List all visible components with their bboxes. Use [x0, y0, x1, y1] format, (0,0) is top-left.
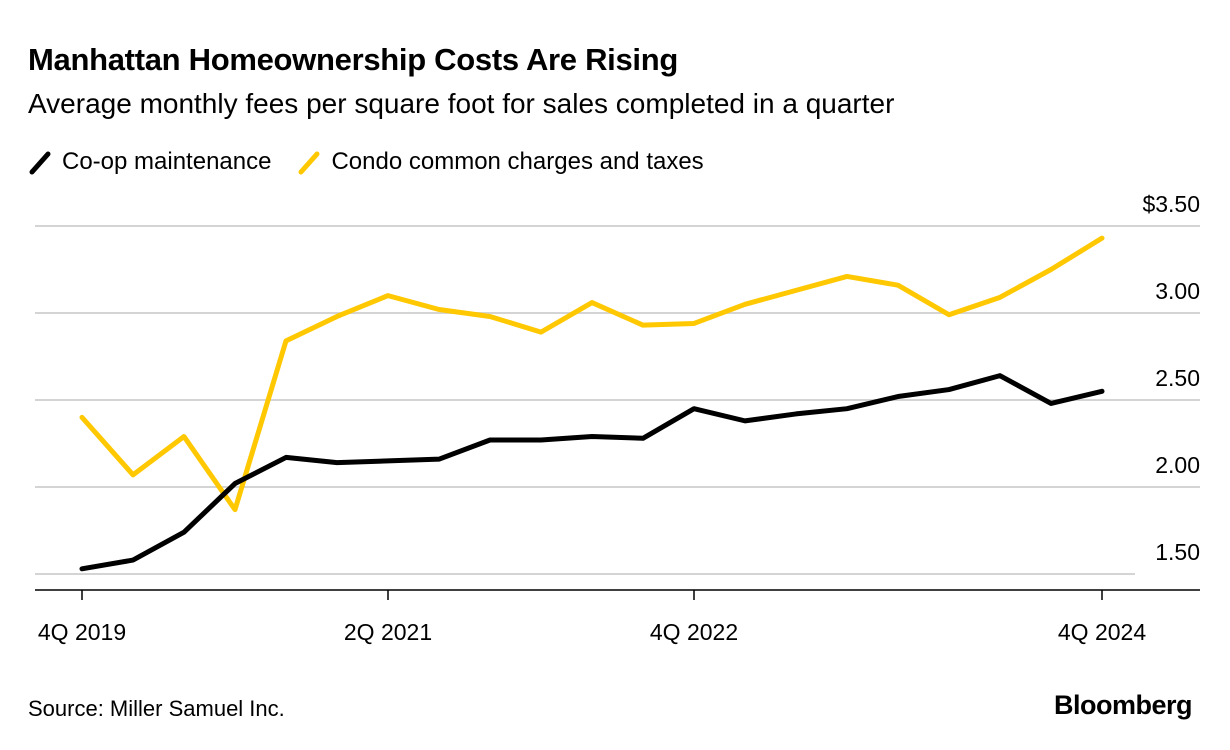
- legend-label-coop: Co-op maintenance: [62, 148, 272, 175]
- legend-item-condo: Condo common charges and taxes: [297, 148, 704, 176]
- x-tick-label: 4Q 2022: [650, 619, 738, 645]
- y-tick-label: $3.50: [1142, 191, 1200, 217]
- chart-title: Manhattan Homeownership Costs Are Rising: [28, 42, 678, 77]
- source-note: Source: Miller Samuel Inc.: [28, 696, 285, 721]
- bloomberg-logo: Bloomberg: [1053, 690, 1193, 720]
- y-tick-label: 2.50: [1155, 365, 1200, 391]
- x-tick-label: 2Q 2021: [344, 619, 432, 645]
- chart-subtitle: Average monthly fees per square foot for…: [28, 88, 895, 119]
- y-tick-label: 1.50: [1155, 539, 1200, 565]
- legend-item-coop: Co-op maintenance: [28, 148, 271, 176]
- series-line-condo: [79, 235, 1105, 513]
- y-tick-label: 3.00: [1155, 278, 1200, 304]
- x-tick-label: 4Q 2024: [1058, 619, 1146, 645]
- legend: Co-op maintenance Condo common charges a…: [28, 148, 730, 176]
- series-line-coop: [79, 373, 1105, 572]
- legend-swatch-coop: [29, 151, 51, 175]
- legend-label-condo: Condo common charges and taxes: [331, 148, 704, 175]
- y-tick-label: 2.00: [1155, 452, 1200, 478]
- legend-swatch-condo: [298, 151, 320, 175]
- x-tick-label: 4Q 2019: [38, 619, 126, 645]
